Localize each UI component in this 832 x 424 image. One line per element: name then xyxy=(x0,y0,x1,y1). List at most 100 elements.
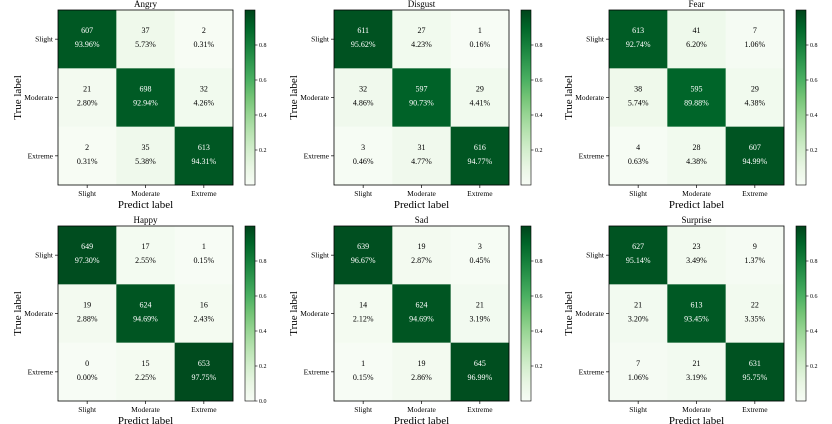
y-axis-label: True label xyxy=(288,291,300,336)
colorbar-tick-label: 0.2 xyxy=(535,364,543,370)
cell-count-label: 19 xyxy=(83,301,91,310)
x-tick-label: Extreme xyxy=(742,405,768,414)
chart-title: Fear xyxy=(689,0,705,9)
cell-count-label: 19 xyxy=(418,242,426,251)
cell-count-label: 624 xyxy=(140,301,152,310)
cell-percent-label: 6.20% xyxy=(686,40,707,49)
cell-percent-label: 3.35% xyxy=(744,315,765,324)
cell-count-label: 613 xyxy=(691,301,703,310)
confusion-matrix-surprise: Surprise 627 95.14% 23 3.49% 9 1.37% 21 3.20% 613… xyxy=(563,215,818,424)
matrix-cell xyxy=(667,284,726,343)
cell-count-label: 639 xyxy=(357,242,369,251)
matrix-cell xyxy=(450,342,510,402)
cell-percent-label: 3.49% xyxy=(686,256,707,265)
colorbar-tick-label: 0.8 xyxy=(259,259,267,265)
cell-percent-label: 3.19% xyxy=(469,315,490,324)
cell-count-label: 4 xyxy=(636,143,640,152)
x-axis-label: Predict label xyxy=(669,415,724,424)
colorbar-tick-label: 0.2 xyxy=(535,148,543,154)
matrix-cell xyxy=(609,10,668,69)
cell-count-label: 1 xyxy=(202,242,206,251)
x-tick-label: Slight xyxy=(354,405,373,414)
confusion-matrix-sad: Sad 639 96.67% 19 2.87% 3 0.45% 14 2.12% 624 94.69… xyxy=(288,215,543,424)
matrix-cell xyxy=(334,10,393,69)
cell-percent-label: 1.37% xyxy=(744,256,765,265)
x-axis-label: Predict label xyxy=(118,415,173,424)
cell-percent-label: 3.19% xyxy=(686,373,707,382)
matrix-cell xyxy=(392,342,451,402)
matrix-cell xyxy=(392,284,451,343)
cell-count-label: 616 xyxy=(474,143,486,152)
x-tick-label: Moderate xyxy=(407,405,436,414)
cell-count-label: 29 xyxy=(476,85,484,94)
y-tick-label: Extreme xyxy=(28,367,54,376)
colorbar-tick-label: 0.4 xyxy=(810,113,818,119)
cell-count-label: 7 xyxy=(636,359,640,368)
matrix-cell xyxy=(174,10,234,69)
matrix-cell xyxy=(116,284,175,343)
colorbar-tick-label: 0.8 xyxy=(535,43,543,49)
cell-percent-label: 93.45% xyxy=(684,315,709,324)
colorbar xyxy=(244,9,256,186)
cell-count-label: 9 xyxy=(753,242,757,251)
cell-percent-label: 0.00% xyxy=(77,373,98,382)
cell-percent-label: 92.94% xyxy=(133,99,158,108)
cell-count-label: 41 xyxy=(693,26,701,35)
cell-count-label: 31 xyxy=(418,143,426,152)
colorbar-tick-label: 0.8 xyxy=(259,43,267,49)
chart-title: Sad xyxy=(415,215,429,225)
cell-percent-label: 4.38% xyxy=(744,99,765,108)
cell-percent-label: 4.41% xyxy=(469,99,490,108)
matrix-cell xyxy=(667,10,726,69)
matrix-cell xyxy=(116,342,175,402)
matrix-cell xyxy=(725,226,785,285)
cell-percent-label: 2.43% xyxy=(193,315,214,324)
y-tick-label: Moderate xyxy=(300,309,329,318)
x-tick-label: Extreme xyxy=(742,189,768,198)
colorbar-tick-label: 0.8 xyxy=(810,43,818,49)
cell-percent-label: 2.88% xyxy=(77,315,98,324)
cell-percent-label: 4.38% xyxy=(686,157,707,166)
x-tick-label: Slight xyxy=(629,189,648,198)
cell-count-label: 631 xyxy=(749,359,761,368)
cell-percent-label: 4.23% xyxy=(411,40,432,49)
cell-count-label: 607 xyxy=(749,143,761,152)
y-tick-label: Slight xyxy=(311,251,330,260)
cell-count-label: 17 xyxy=(142,242,150,251)
y-tick-label: Slight xyxy=(35,35,54,44)
matrix-cell xyxy=(174,284,234,343)
cell-percent-label: 0.31% xyxy=(77,157,98,166)
matrix-cell xyxy=(450,126,510,186)
cell-count-label: 16 xyxy=(200,301,208,310)
matrix-cell xyxy=(667,226,726,285)
y-tick-label: Slight xyxy=(35,251,54,260)
matrix-cell xyxy=(116,126,175,186)
matrix-cell xyxy=(392,10,451,69)
cell-percent-label: 0.31% xyxy=(193,40,214,49)
confusion-matrix-angry: Angry 607 93.96% 37 5.73% 2 0.31% 21 2.80% 698 92.… xyxy=(12,0,267,211)
matrix-cell xyxy=(116,226,175,285)
cell-percent-label: 0.16% xyxy=(469,40,490,49)
x-tick-label: Slight xyxy=(354,189,373,198)
cell-percent-label: 5.38% xyxy=(135,157,156,166)
colorbar xyxy=(795,225,807,402)
colorbar-tick-label: 0.4 xyxy=(810,329,818,335)
cell-count-label: 15 xyxy=(142,359,150,368)
colorbar-tick-label: 0.0 xyxy=(259,399,267,405)
cell-percent-label: 2.25% xyxy=(135,373,156,382)
matrix-cell xyxy=(116,68,175,127)
matrix-cell xyxy=(174,126,234,186)
matrix-cell xyxy=(334,126,393,186)
x-tick-label: Slight xyxy=(78,405,97,414)
matrix-cell xyxy=(392,126,451,186)
cell-percent-label: 0.45% xyxy=(469,256,490,265)
cell-percent-label: 94.99% xyxy=(742,157,767,166)
cell-percent-label: 2.86% xyxy=(411,373,432,382)
cell-count-label: 32 xyxy=(359,85,367,94)
confusion-matrix-disgust: Disgust 611 95.62% 27 4.23% 1 0.16% 32 4.86% 597 9… xyxy=(288,0,543,211)
matrix-cell xyxy=(58,10,117,69)
cell-count-label: 649 xyxy=(81,242,93,251)
y-tick-label: Extreme xyxy=(304,367,330,376)
cell-percent-label: 97.75% xyxy=(191,373,216,382)
colorbar-tick-label: 0.8 xyxy=(810,259,818,265)
